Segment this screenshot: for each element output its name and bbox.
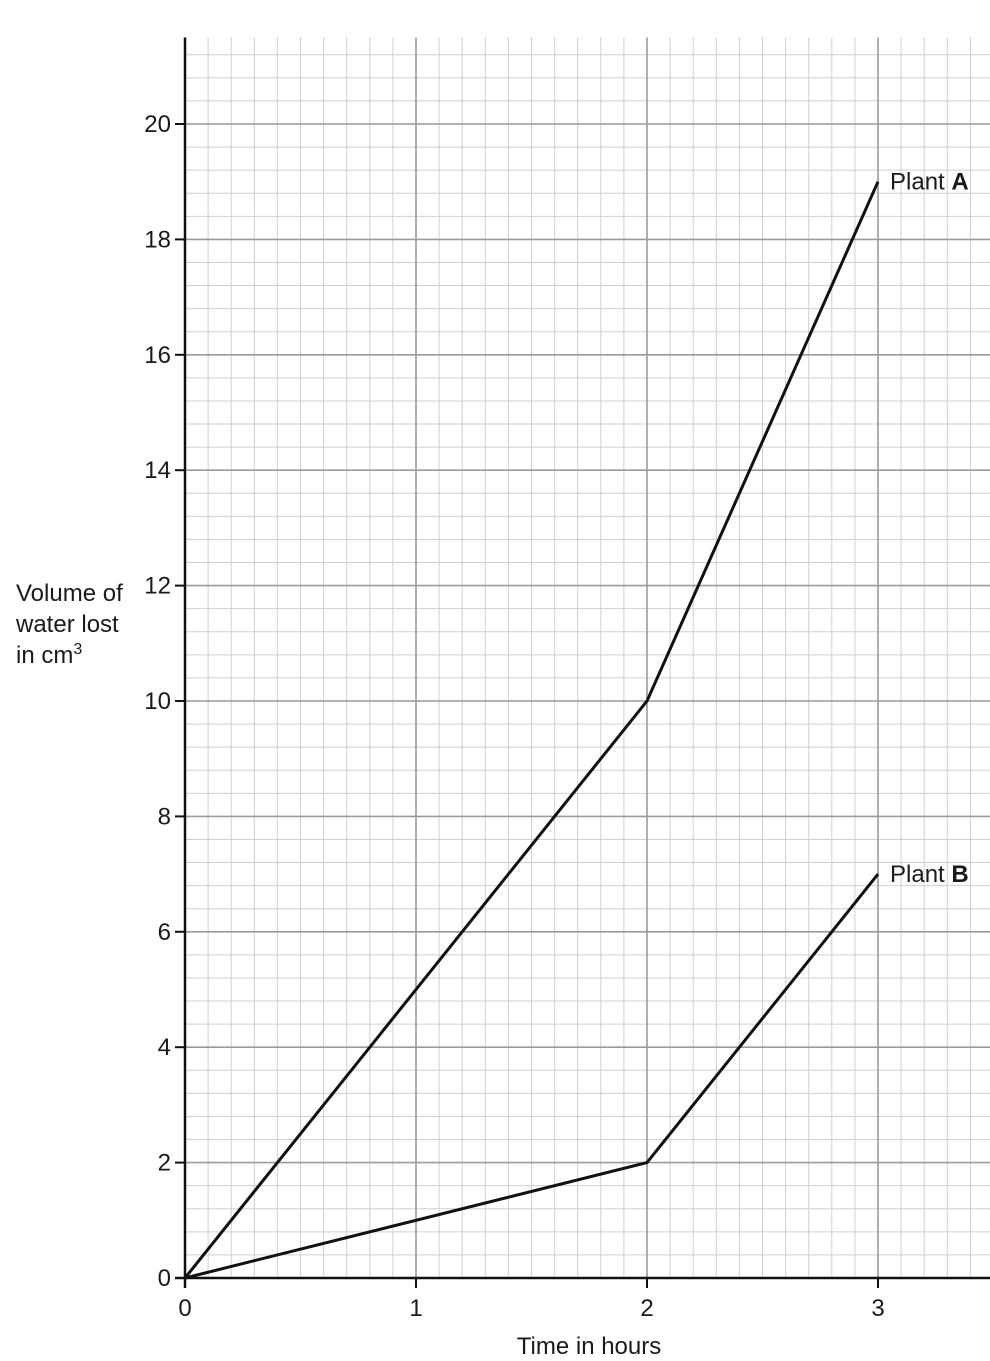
minor-gridlines [185, 37, 990, 1278]
series-line-plant-b [184, 873, 880, 1280]
axes [175, 37, 990, 1288]
series-line-plant-a [183, 181, 880, 1279]
y-tick-label: 10 [144, 688, 171, 715]
series-label-plant-b: Plant B [890, 861, 969, 888]
x-tick-label: 0 [178, 1295, 191, 1322]
x-tick-label: 1 [409, 1295, 422, 1322]
y-axis-title: Volume of water lost in cm3 [16, 578, 136, 671]
major-gridlines [185, 37, 990, 1278]
y-axis-title-text: Volume of water lost in cm [16, 580, 123, 669]
x-tick-label: 3 [871, 1295, 884, 1322]
x-tick-label: 2 [640, 1295, 653, 1322]
y-tick-label: 12 [144, 573, 171, 600]
y-tick-label: 8 [158, 803, 171, 830]
y-tick-label: 20 [144, 111, 171, 138]
y-axis-title-superscript: 3 [73, 641, 83, 658]
y-tick-label: 6 [158, 919, 171, 946]
series-label-plant-a: Plant A [890, 169, 969, 196]
y-tick-label: 14 [144, 457, 171, 484]
y-tick-label: 4 [158, 1034, 171, 1061]
y-tick-label: 0 [158, 1265, 171, 1292]
y-tick-label: 2 [158, 1150, 171, 1177]
series-lines: Plant A Plant B [183, 169, 969, 1280]
y-tick-label: 16 [144, 342, 171, 369]
x-axis-title: Time in hours [517, 1333, 662, 1360]
y-tick-label: 18 [144, 226, 171, 253]
